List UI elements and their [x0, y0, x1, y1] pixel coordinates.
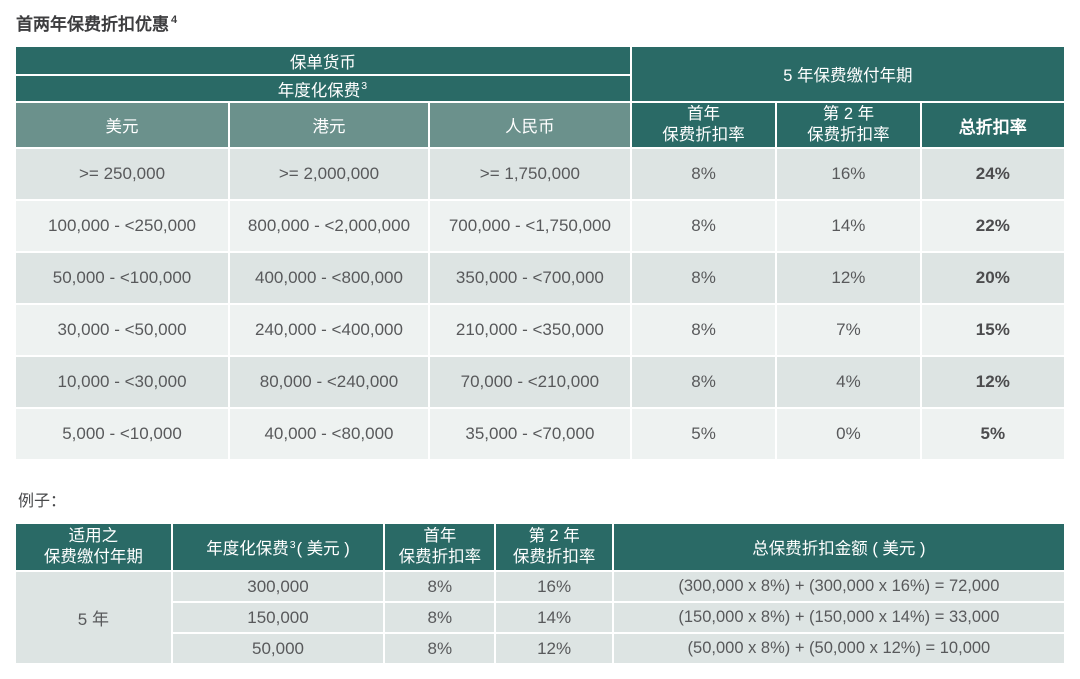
page-title-footnote-marker: 4 [171, 14, 178, 27]
total-rate: 12% [975, 372, 1010, 391]
premium-value: 300,000 [247, 576, 309, 596]
header-payment-term: 5 年保费缴付年期 [631, 47, 1064, 101]
hkd-range: 80,000 - <240,000 [259, 372, 399, 391]
second-year-rate: 16% [831, 164, 866, 183]
first-year-rate: 8% [427, 576, 453, 596]
total-rate: 24% [975, 164, 1010, 183]
header-first-year-rate: 首年 保费折扣率 [631, 103, 776, 147]
premium-header-text: 年度化保费 [206, 540, 289, 558]
tier-row: 50,000 - <100,000 400,000 - <800,000 350… [16, 253, 1064, 303]
header-policy-currency: 保单货币 [16, 47, 630, 74]
first-year-line2: 保费折扣率 [662, 126, 745, 144]
hkd-range: 400,000 - <800,000 [255, 268, 403, 287]
premium-value: 50,000 [251, 638, 304, 658]
example-row: 150,000 8% 14% (150,000 x 8%) + (150,000… [16, 603, 1064, 632]
rmb-range: >= 1,750,000 [479, 164, 580, 183]
example-calculation-table: 适用之 保费缴付年期 年度化保费3( 美元 ) 首年 保费折扣率 第 2 年 保… [14, 522, 1066, 665]
second-year-line1: 第 2 年 [528, 526, 580, 545]
header-first-year-rate: 首年 保费折扣率 [385, 524, 495, 570]
tier-row: >= 250,000 >= 2,000,000 >= 1,750,000 8% … [16, 149, 1064, 199]
second-year-rate: 7% [836, 320, 861, 339]
applicable-term-line1: 适用之 [68, 526, 119, 545]
first-year-rate: 8% [691, 372, 716, 391]
page-title: 首两年保费折扣优惠 4 [16, 10, 177, 35]
rmb-range: 700,000 - <1,750,000 [448, 216, 611, 235]
second-year-line1: 第 2 年 [822, 104, 875, 123]
first-year-rate: 8% [691, 164, 716, 183]
discount-formula: (150,000 x 8%) + (150,000 x 14%) = 33,00… [678, 608, 1000, 626]
first-year-rate: 8% [691, 320, 716, 339]
second-year-line2: 保费折扣率 [807, 126, 890, 144]
second-year-rate: 4% [836, 372, 861, 391]
header-currency-rmb: 人民币 [429, 103, 630, 147]
hkd-range: 40,000 - <80,000 [264, 424, 394, 443]
header-applicable-term: 适用之 保费缴付年期 [16, 524, 171, 570]
second-year-rate: 14% [537, 607, 572, 627]
usd-range: 5,000 - <10,000 [62, 424, 182, 443]
second-year-rate: 14% [831, 216, 866, 235]
hkd-range: 800,000 - <2,000,000 [247, 216, 411, 235]
header-total-discount-amount: 总保费折扣金额 ( 美元 ) [613, 524, 1064, 570]
usd-range: 100,000 - <250,000 [48, 216, 196, 235]
second-year-line2: 保费折扣率 [512, 548, 596, 566]
first-year-rate: 8% [691, 268, 716, 287]
usd-range: 50,000 - <100,000 [52, 268, 192, 287]
first-year-rate: 8% [691, 216, 716, 235]
annualized-premium-text: 年度化保费 [277, 81, 361, 100]
second-year-rate: 12% [537, 638, 572, 658]
tier-row: 5,000 - <10,000 40,000 - <80,000 35,000 … [16, 409, 1064, 459]
first-year-line1: 首年 [423, 526, 457, 545]
second-year-rate: 12% [831, 268, 866, 287]
first-year-line1: 首年 [687, 104, 721, 123]
premium-discount-tier-table: 保单货币 5 年保费缴付年期 年度化保费3 美元 港元 人民币 首年 保费折扣率… [14, 45, 1066, 461]
page-title-text: 首两年保费折扣优惠 [16, 15, 169, 34]
discount-formula: (300,000 x 8%) + (300,000 x 16%) = 72,00… [678, 577, 1000, 595]
header-annualized-premium: 年度化保费3 [16, 76, 630, 101]
hkd-range: 240,000 - <400,000 [255, 320, 403, 339]
second-year-rate: 16% [537, 576, 572, 596]
total-rate: 15% [975, 320, 1010, 339]
usd-range: 30,000 - <50,000 [57, 320, 187, 339]
annualized-premium-footnote-marker: 3 [361, 80, 368, 92]
first-year-rate: 8% [427, 607, 453, 627]
usd-range: >= 250,000 [79, 164, 166, 183]
example-label: 例子： [18, 493, 67, 510]
applicable-term-line2: 保费缴付年期 [43, 548, 143, 566]
rmb-range: 350,000 - <700,000 [455, 268, 604, 287]
first-year-rate: 5% [691, 424, 716, 443]
payment-term-value: 5 年 [77, 610, 109, 629]
tier-row: 30,000 - <50,000 240,000 - <400,000 210,… [16, 305, 1064, 355]
first-year-line2: 保费折扣率 [398, 548, 482, 566]
usd-range: 10,000 - <30,000 [57, 372, 187, 391]
premium-header-footnote-marker: 3 [289, 538, 296, 551]
total-rate: 5% [980, 424, 1006, 443]
rmb-range: 210,000 - <350,000 [455, 320, 604, 339]
total-rate: 22% [975, 216, 1010, 235]
premium-header-unit: ( 美元 ) [296, 540, 350, 558]
example-row: 50,000 8% 12% (50,000 x 8%) + (50,000 x … [16, 634, 1064, 663]
rmb-range: 70,000 - <210,000 [460, 372, 600, 391]
header-second-year-rate: 第 2 年 保费折扣率 [496, 524, 612, 570]
header-currency-hkd: 港元 [230, 103, 428, 147]
tier-row: 10,000 - <30,000 80,000 - <240,000 70,00… [16, 357, 1064, 407]
tier-row: 100,000 - <250,000 800,000 - <2,000,000 … [16, 201, 1064, 251]
header-second-year-rate: 第 2 年 保费折扣率 [777, 103, 920, 147]
header-total-discount-rate: 总折扣率 [921, 103, 1064, 147]
second-year-rate: 0% [836, 424, 861, 443]
total-rate: 20% [975, 268, 1010, 287]
example-row: 5 年 300,000 8% 16% (300,000 x 8%) + (300… [16, 572, 1064, 629]
premium-value: 150,000 [247, 607, 309, 627]
hkd-range: >= 2,000,000 [278, 164, 380, 183]
header-annualized-premium-usd: 年度化保费3( 美元 ) [172, 524, 384, 570]
first-year-rate: 8% [427, 638, 453, 658]
header-currency-usd: 美元 [16, 103, 229, 147]
rmb-range: 35,000 - <70,000 [465, 424, 595, 443]
discount-formula: (50,000 x 8%) + (50,000 x 12%) = 10,000 [687, 639, 991, 657]
